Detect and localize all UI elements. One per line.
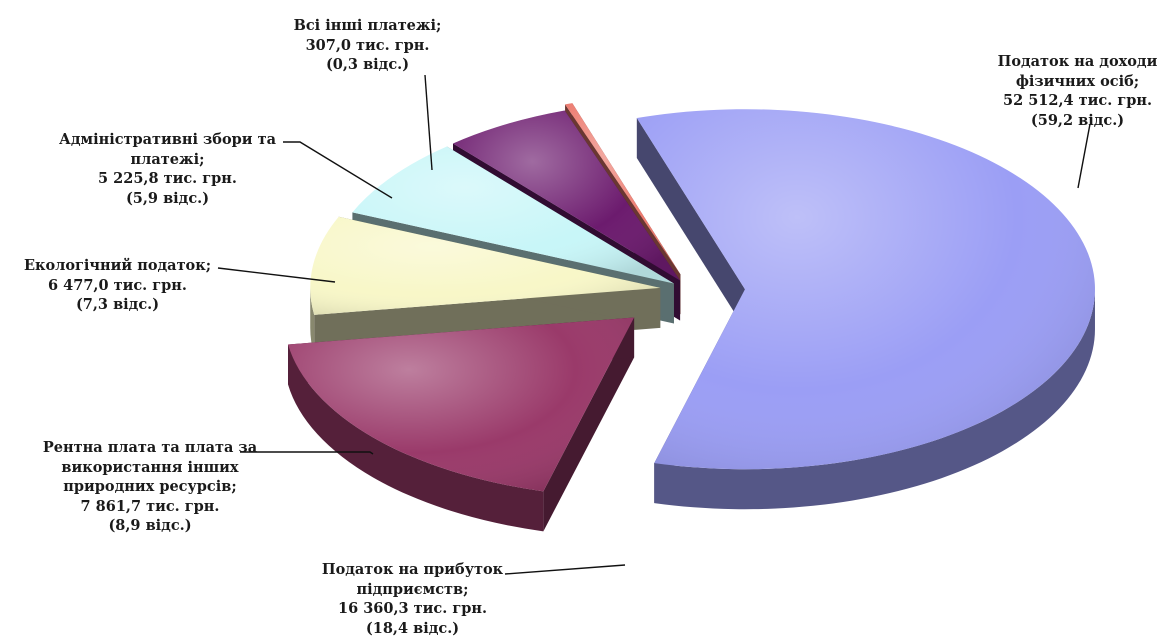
leader-line (217, 267, 336, 283)
leader-line (1077, 123, 1091, 189)
pie-slice (288, 317, 635, 532)
slice-label-line: (18,4 відс.) (365, 619, 460, 637)
pie-slice-side (543, 317, 635, 532)
slice-label-line: (8,9 відс.) (108, 517, 192, 534)
pie-slice-side (636, 118, 745, 330)
slice-label-line: Податок на прибуток (321, 561, 504, 578)
slice-label-line: 6 477,0 тис. грн. (48, 276, 187, 294)
slice-label-line: 5 225,8 тис. грн. (98, 170, 237, 187)
slice-label-line: Податок на доходи (997, 53, 1158, 70)
pie-slice (636, 109, 1095, 510)
slice-label-line: використання інших (61, 458, 239, 476)
pie-slice-gloss (310, 216, 661, 315)
pie-slice-gloss (452, 110, 681, 281)
pie-slice-gloss (565, 103, 681, 275)
slice-label: Адміністративні збори та платежі; 5 225,8 … (40, 130, 295, 208)
slice-label-line: (59,2 відс.) (1030, 111, 1125, 129)
slice-label-line: підприємств; (356, 580, 469, 598)
pie-slice-gloss (636, 109, 1095, 470)
slice-label-line: Екологічний податок; (23, 257, 212, 274)
slice-label-line: природних ресурсів; (63, 478, 237, 495)
leader-line (504, 564, 626, 575)
slice-label-line: Рентна плата та плата за (42, 439, 258, 456)
slice-label: Податок на доходи фізичних осіб; 52 512,4 … (985, 52, 1170, 130)
slice-label-line: 52 512,4 тис. грн. (1002, 92, 1153, 109)
slice-label: Податок на прибуток підприємств; 16 360,3 … (300, 560, 525, 638)
slice-label: Екологічний податок; 6 477,0 тис. грн. (7,… (5, 256, 230, 315)
leader-line (240, 451, 374, 455)
leader-line (424, 74, 433, 171)
pie-slice-gloss (288, 317, 635, 492)
slice-label-line: Всі інші платежі; (293, 17, 442, 34)
slice-label-line: (0,3 відс.) (325, 56, 410, 73)
pie-slice-wall (654, 289, 1095, 510)
slice-label-line: платежі; (130, 150, 205, 168)
leader-line (283, 141, 393, 199)
slice-label-line: 307,0 тис. грн. (305, 36, 430, 54)
pie-slice-wall (288, 344, 544, 532)
slice-label-line: (5,9 відс.) (125, 189, 210, 207)
slice-label-line: (7,3 відс.) (75, 296, 160, 313)
slice-label-line: 16 360,3 тис. грн. (337, 600, 488, 617)
slice-label-line: 7 861,7 тис. грн. (80, 497, 220, 515)
pie-slice-wall (310, 287, 315, 355)
slice-label: Рентна плата та плата за використання інш… (15, 438, 285, 536)
slice-label-line: Адміністративні збори та (59, 131, 276, 148)
slice-label: Всі інші платежі; 307,0 тис. грн. (0,3 від… (285, 16, 450, 75)
slice-label-line: фізичних осіб; (1015, 72, 1140, 90)
pie-slice-gloss (352, 146, 674, 284)
